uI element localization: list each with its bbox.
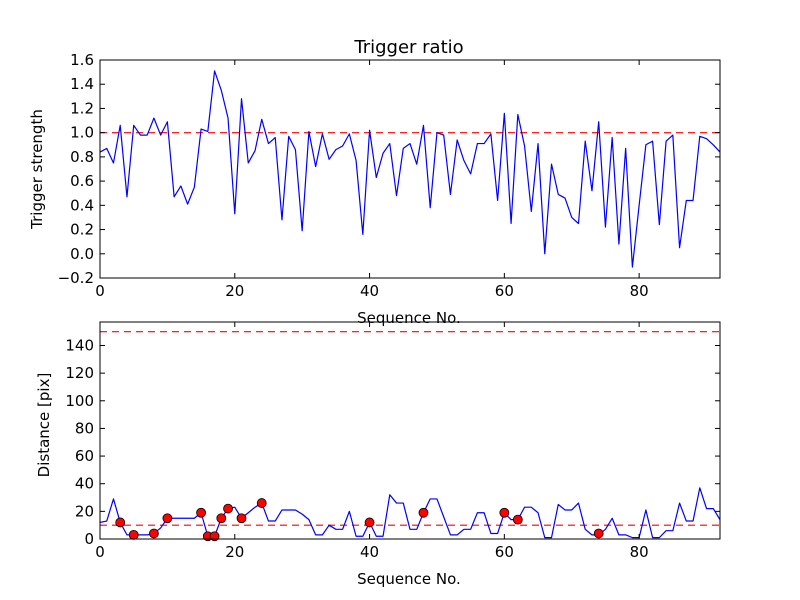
y-tick-label: 0.8 [70,148,94,166]
x-tick-label: 40 [360,543,379,561]
data-point-marker [216,513,227,524]
data-point-marker [418,507,429,518]
plot-area: 0 20 40 60 80 0 20 40 60 80 100 120 140 [65,321,721,561]
y-tick-label: 80 [75,419,94,437]
x-axis-label: Sequence No. [357,570,461,588]
x-tick-label: 20 [225,282,244,300]
y-tick-label: 1.0 [70,124,94,142]
y-tick-label: 20 [75,502,94,520]
y-tick-label: 60 [75,447,94,465]
distance-chart: Sequence No. Distance [pix] 0 20 40 60 80 0 20… [35,321,721,588]
x-tick-label: 60 [495,282,514,300]
plot-frame [99,59,721,279]
y-tick-label: −0.2 [58,269,94,287]
x-tick-label: 40 [360,282,379,300]
x-axis-label: Sequence No. [357,309,461,327]
data-point-marker [512,514,523,525]
trigger-ratio-chart: Trigger ratio Sequence No. Trigger stren… [28,37,721,327]
y-tick-label: 140 [65,336,94,354]
series-line [100,487,720,539]
y-tick-label: 40 [75,475,94,493]
x-tick-label: 0 [95,282,105,300]
x-tick-label: 20 [225,543,244,561]
y-axis-label: Trigger strength [28,109,46,230]
x-tick-label: 0 [95,543,105,561]
data-point-marker [196,507,206,518]
data-point-marker [149,528,159,539]
x-tick-label: 60 [495,543,514,561]
y-tick-label: 0 [84,530,94,548]
y-tick-label: 1.4 [70,75,94,93]
data-point-marker [499,507,510,518]
y-tick-label: 100 [65,392,94,410]
y-tick-label: 0.4 [70,196,94,214]
data-point-marker [128,529,139,540]
y-tick-label: 0.0 [70,245,94,263]
y-axis-label: Distance [pix] [35,373,53,478]
data-point-marker [209,531,220,542]
data-point-marker [256,498,267,508]
data-point-marker [236,513,247,524]
y-tick-label: 1.6 [70,51,94,69]
data-point-marker [364,517,375,528]
y-tick-label: 0.2 [70,221,94,239]
series-line [100,70,720,268]
data-point-marker [223,503,233,514]
chart-title: Trigger ratio [353,37,463,58]
data-point-marker [162,513,173,524]
y-tick-label: 120 [65,364,94,382]
y-tick-label: 0.6 [70,172,94,190]
plot-area: 0 20 40 60 80 −0.2 0.0 0.2 0.4 0.6 0.8 1.0 1.2 1.4 1.6 [58,51,721,300]
data-point-marker [115,517,126,528]
x-tick-label: 80 [630,282,649,300]
data-point-marker [593,528,604,539]
plot-frame [99,321,721,540]
y-tick-label: 1.2 [70,99,94,117]
x-tick-label: 80 [630,543,649,561]
